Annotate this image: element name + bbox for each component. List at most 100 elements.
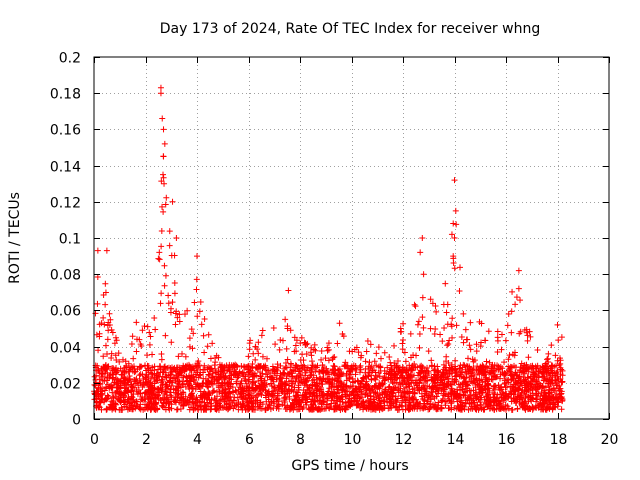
data-point xyxy=(480,370,487,377)
data-point xyxy=(464,355,471,362)
data-point xyxy=(365,363,372,370)
data-point xyxy=(441,376,448,383)
data-point xyxy=(248,394,255,401)
data-point xyxy=(451,391,458,398)
data-point xyxy=(121,398,128,405)
data-point xyxy=(136,377,143,384)
data-point xyxy=(412,303,419,310)
data-point xyxy=(397,393,404,400)
data-point xyxy=(400,320,407,327)
data-point xyxy=(268,391,275,398)
data-point xyxy=(329,356,336,363)
data-point xyxy=(157,84,164,91)
data-point xyxy=(215,406,222,413)
data-point xyxy=(512,301,519,308)
data-point xyxy=(309,382,316,389)
data-point xyxy=(112,406,119,413)
data-point xyxy=(317,397,324,404)
data-point xyxy=(158,350,165,357)
data-point xyxy=(196,372,203,379)
data-point xyxy=(299,392,306,398)
data-point xyxy=(325,388,332,395)
data-point xyxy=(494,334,501,341)
data-point xyxy=(160,126,167,133)
data-point xyxy=(163,194,170,201)
data-point xyxy=(151,363,158,370)
data-point xyxy=(445,359,452,366)
data-point xyxy=(208,380,215,387)
data-point xyxy=(381,388,388,395)
data-point xyxy=(262,392,269,399)
data-point xyxy=(448,399,455,406)
data-point xyxy=(144,404,151,411)
data-point xyxy=(451,265,458,272)
data-point xyxy=(239,406,246,413)
data-point xyxy=(554,321,561,328)
data-point xyxy=(161,390,168,397)
data-point xyxy=(220,396,227,403)
data-point xyxy=(116,385,123,392)
data-point xyxy=(287,364,294,371)
data-point xyxy=(128,340,135,347)
data-point xyxy=(258,332,265,339)
data-point xyxy=(289,399,296,406)
data-point xyxy=(434,375,441,382)
data-point xyxy=(342,406,349,413)
data-point xyxy=(318,356,325,363)
data-point xyxy=(311,393,318,400)
data-point xyxy=(247,337,254,344)
data-point xyxy=(449,366,456,373)
data-point xyxy=(393,399,400,406)
data-point xyxy=(386,353,393,360)
data-point xyxy=(165,396,172,403)
data-point xyxy=(193,276,200,283)
data-point xyxy=(444,375,451,382)
data-point xyxy=(509,373,516,380)
data-point xyxy=(331,363,338,370)
data-point xyxy=(171,290,178,297)
data-point xyxy=(186,343,193,350)
data-point xyxy=(460,310,467,317)
data-point xyxy=(122,384,129,391)
data-point xyxy=(137,363,144,370)
data-point xyxy=(190,386,197,393)
data-point xyxy=(515,385,522,392)
data-point xyxy=(184,375,191,382)
data-point xyxy=(462,326,469,333)
data-point xyxy=(525,354,532,361)
data-point xyxy=(182,363,189,370)
data-point xyxy=(540,364,547,371)
data-point xyxy=(281,370,288,377)
data-point xyxy=(484,403,491,410)
data-point xyxy=(162,272,169,279)
data-point xyxy=(419,235,426,241)
data-point xyxy=(312,368,319,375)
data-point xyxy=(174,387,181,394)
y-tick-label: 0 xyxy=(72,413,81,429)
data-point xyxy=(209,375,216,382)
data-point xyxy=(161,262,168,269)
data-point xyxy=(271,384,278,391)
data-point xyxy=(235,399,242,406)
data-point xyxy=(479,362,486,369)
data-point xyxy=(363,348,370,355)
data-point xyxy=(362,365,369,372)
data-point xyxy=(449,334,456,341)
data-point xyxy=(270,374,277,381)
data-point xyxy=(316,368,323,375)
data-point xyxy=(284,323,291,330)
data-point xyxy=(207,355,214,362)
data-point xyxy=(469,356,476,363)
data-point xyxy=(283,364,290,371)
data-point xyxy=(363,399,370,406)
data-point xyxy=(94,247,101,254)
data-point xyxy=(174,314,181,321)
data-point xyxy=(205,384,212,391)
data-point xyxy=(552,376,559,383)
y-tick-label: 0.06 xyxy=(50,304,81,320)
data-point xyxy=(144,352,151,359)
data-point xyxy=(299,405,306,412)
data-point xyxy=(258,391,265,398)
data-point xyxy=(184,307,191,314)
data-point xyxy=(104,392,111,399)
